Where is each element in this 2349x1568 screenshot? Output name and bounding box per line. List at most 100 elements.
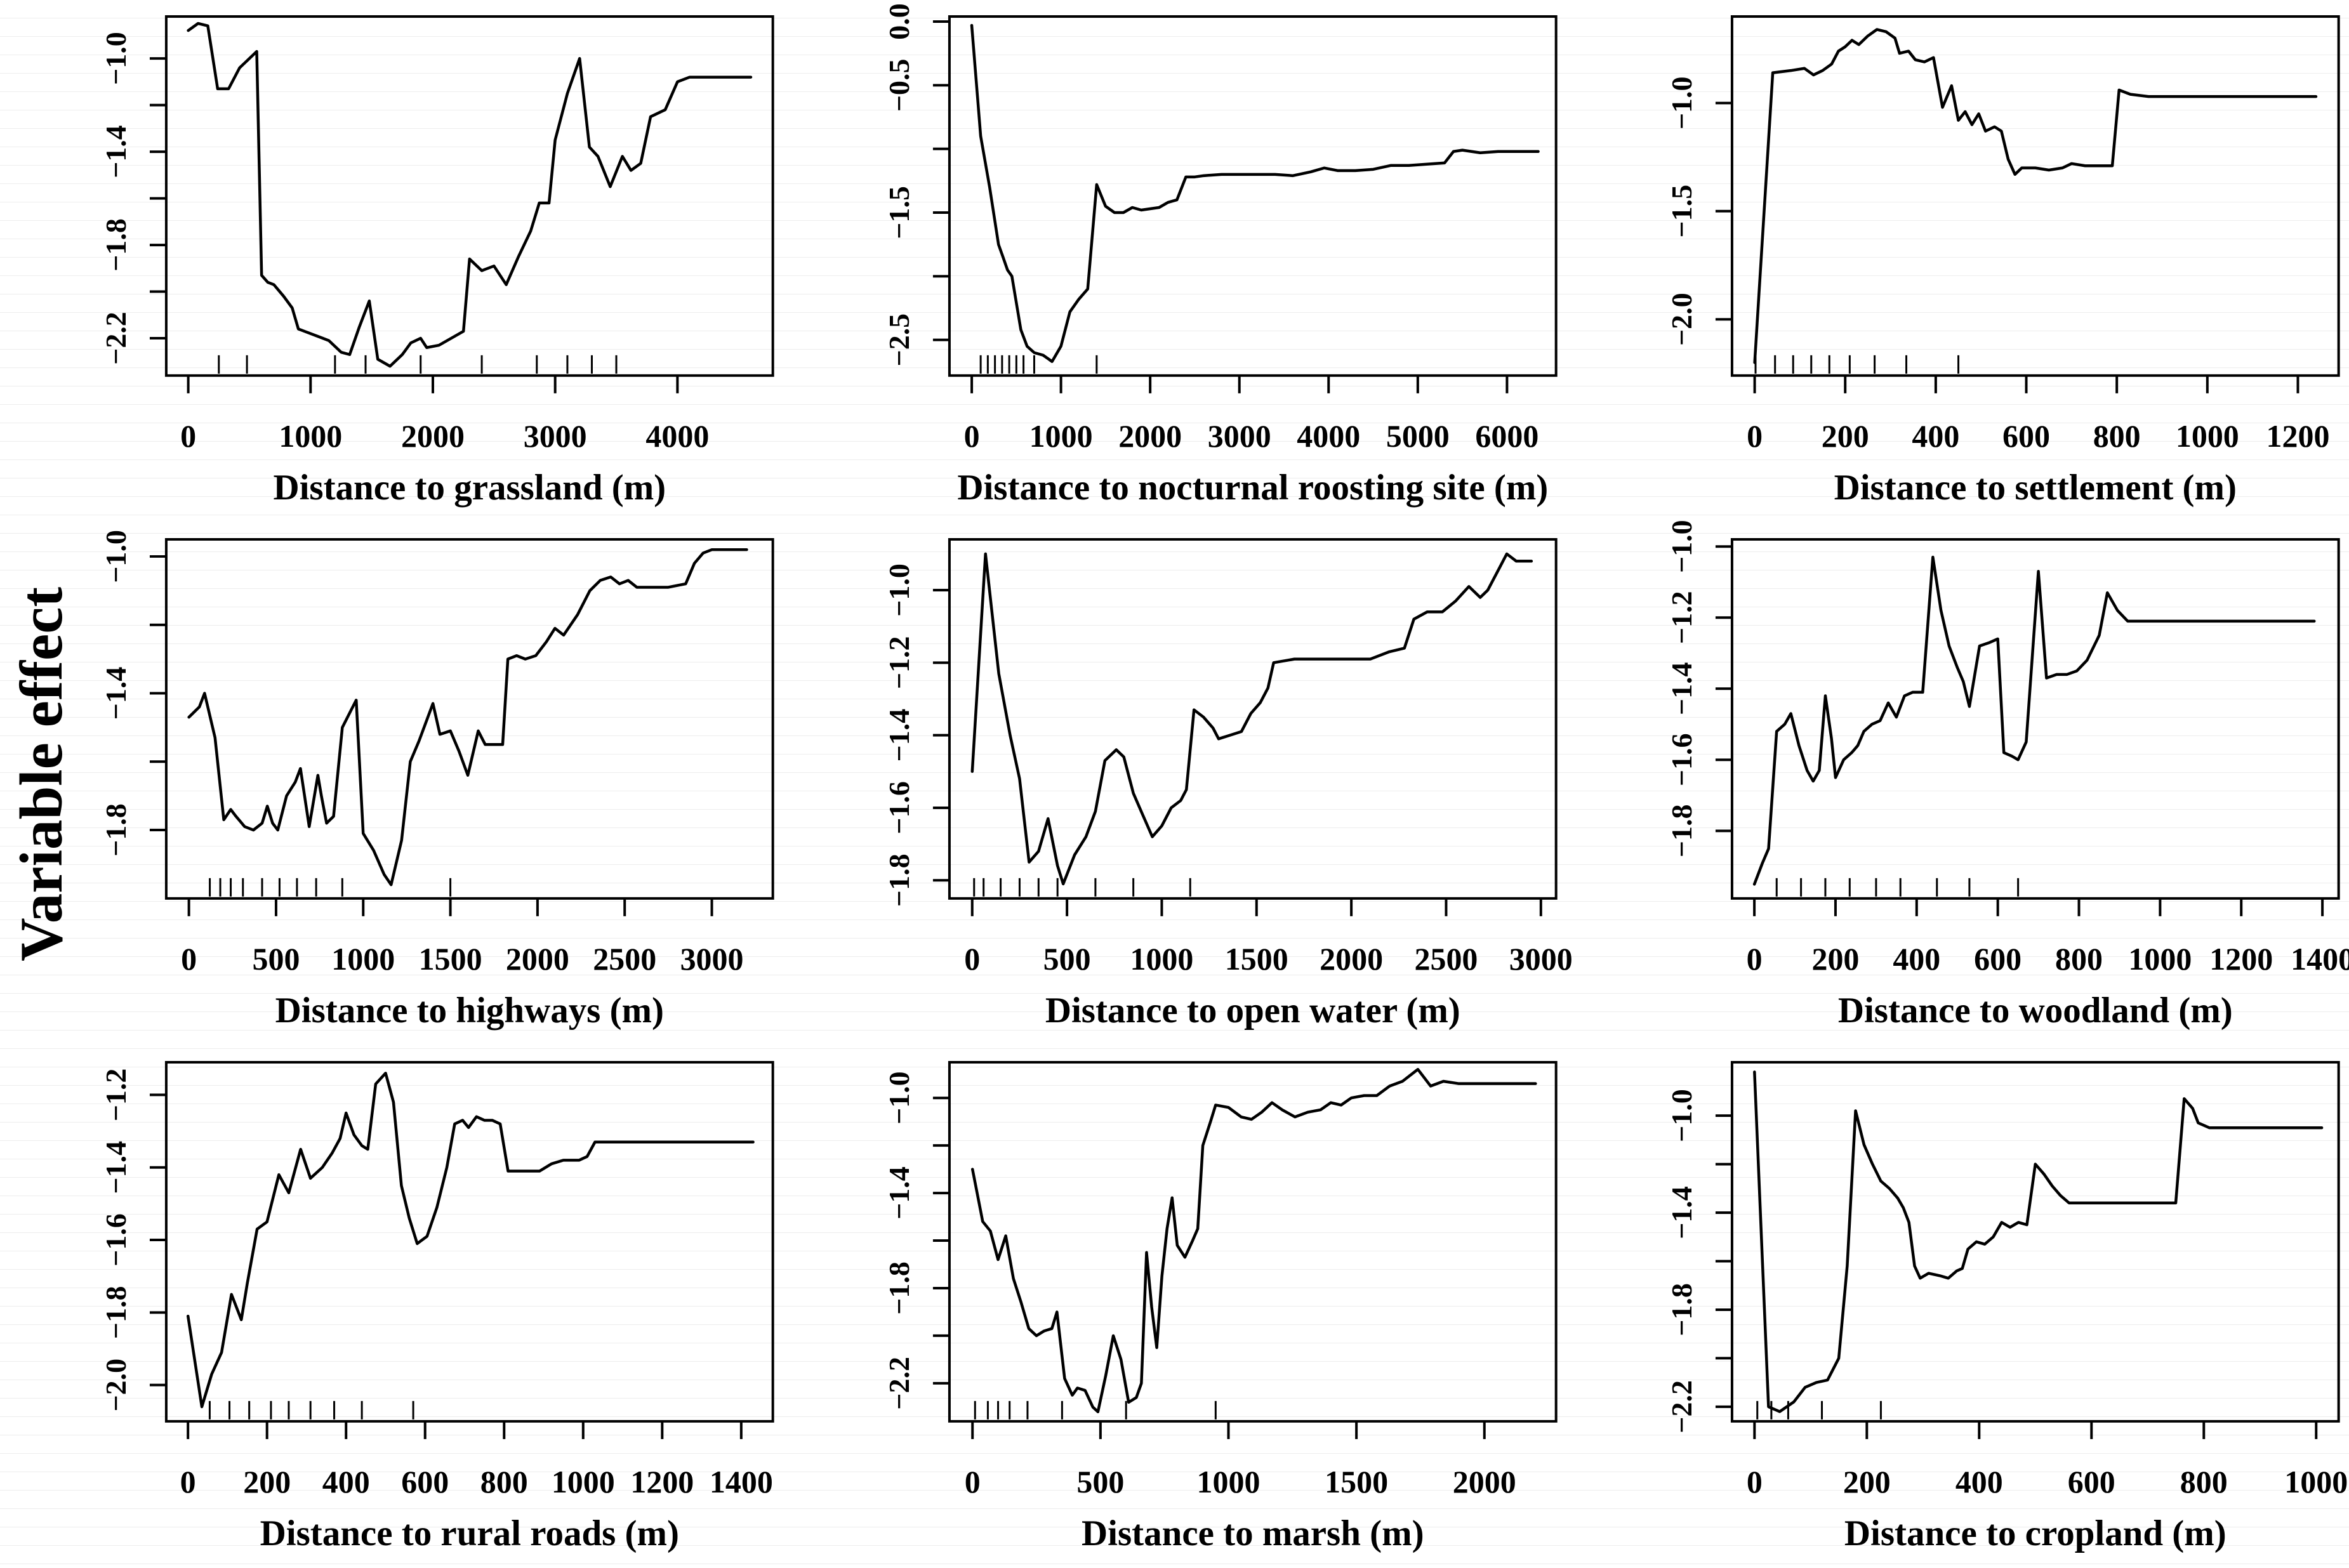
x-tick-label: 1200 — [2266, 418, 2330, 454]
x-tick-label: 3000 — [680, 941, 744, 977]
x-tick-label: 1000 — [279, 418, 342, 454]
effect-curve — [970, 23, 1540, 363]
plot-box — [1731, 15, 2340, 377]
plot-box — [948, 537, 1558, 900]
y-tick-label: −1.8 — [883, 1262, 915, 1315]
x-tick-label: 1000 — [552, 1463, 615, 1499]
y-tick-label: −1.4 — [100, 1140, 132, 1194]
y-tick-label: −1.4 — [100, 666, 132, 720]
x-tick-label: 0 — [1747, 418, 1763, 454]
panel-distance-to-open-water: −1.0 −1.2 −1.4 −1.6 −1.8 0 500 1000 1500 2000 2500… — [783, 523, 1572, 1046]
effect-curve — [187, 548, 748, 886]
y-tick-label: −2.2 — [883, 1357, 915, 1410]
x-axis-title: Distance to nocturnal roosting site (m) — [957, 468, 1548, 508]
y-tick-label: −1.6 — [100, 1213, 132, 1267]
panel-distance-to-grassland: −1.0 −1.4 −1.8 −2.2 0 1000 2000 3000 4000 Distanc… — [0, 0, 783, 523]
x-tick-label: 600 — [2068, 1463, 2115, 1499]
chart-settlement: −1.0 −1.5 −2.0 0 200 400 600 800 1000 1200 Distanc… — [1665, 15, 2340, 508]
x-tick-label: 2500 — [1414, 941, 1478, 977]
x-tick-label: 1000 — [1029, 418, 1092, 454]
x-tick-label: 400 — [1893, 941, 1941, 977]
x-tick-label: 400 — [322, 1463, 370, 1499]
x-tick-label: 4000 — [1297, 418, 1360, 454]
x-tick-label: 6000 — [1475, 418, 1538, 454]
x-tick-label: 1400 — [2291, 941, 2349, 977]
x-tick-label: 1000 — [1130, 941, 1193, 977]
x-tick-label: 1500 — [1224, 941, 1288, 977]
plot-box — [1731, 1060, 2340, 1423]
panel-distance-to-rural-roads: −1.2 −1.4 −1.6 −1.8 −2.0 0 200 400 600 800 1000 120… — [0, 1046, 783, 1568]
x-tick-label: 1000 — [2285, 1463, 2348, 1499]
y-tick-label: −1.0 — [1665, 77, 1698, 130]
chart-marsh: −1.0 −1.4 −1.8 −2.2 0 500 1000 1500 2000 Distance… — [883, 1060, 1558, 1553]
x-tick-label: 800 — [480, 1463, 528, 1499]
effect-curve — [186, 1071, 755, 1408]
y-tick-label: −1.8 — [100, 218, 132, 272]
panel-distance-to-cropland: −1.0 −1.4 −1.8 −2.2 0 200 400 600 800 1000 Distanc… — [1566, 1046, 2349, 1568]
x-tick-label: 400 — [1955, 1463, 2003, 1499]
x-tick-label: 0 — [1747, 1463, 1763, 1499]
x-tick-label: 800 — [2055, 941, 2103, 977]
x-tick-label: 500 — [1043, 941, 1090, 977]
x-tick-label: 600 — [2002, 418, 2050, 454]
x-tick-label: 2500 — [593, 941, 656, 977]
panel-distance-to-marsh: −1.0 −1.4 −1.8 −2.2 0 500 1000 1500 2000 Distance… — [783, 1046, 1566, 1568]
y-tick-label: −1.0 — [100, 530, 132, 583]
y-tick-label: −1.4 — [1665, 1186, 1698, 1239]
panel-distance-to-nocturnal-roosting-site: 0.0 −0.5 −1.5 −2.5 0 1000 2000 3000 4000 5000 6000… — [783, 0, 1566, 523]
x-axis-title: Distance to marsh (m) — [1082, 1513, 1424, 1553]
x-tick-label: 500 — [1076, 1463, 1124, 1499]
plot-box — [1731, 537, 2340, 900]
y-tick-label: −1.0 — [1665, 1089, 1698, 1142]
x-tick-label: 600 — [1975, 941, 2022, 977]
x-axis-title: Distance to open water (m) — [1045, 991, 1460, 1031]
y-tick-label: −2.5 — [883, 313, 915, 367]
x-tick-label: 0 — [181, 941, 197, 977]
x-tick-label: 1000 — [2176, 418, 2239, 454]
x-tick-label: 0 — [180, 418, 196, 454]
y-tick-label: −1.6 — [883, 781, 915, 834]
x-tick-label: 600 — [401, 1463, 449, 1499]
plot-box — [948, 1060, 1558, 1423]
x-axis-title: Distance to settlement (m) — [1834, 468, 2237, 508]
x-tick-label: 1000 — [331, 941, 395, 977]
effect-curve — [187, 22, 753, 368]
effect-curve — [970, 552, 1533, 885]
chart-woodland: −1.0 −1.2 −1.4 −1.6 −1.8 0 200 400 600 800 1000 120… — [1665, 520, 2349, 1030]
y-tick-label: −1.4 — [883, 1166, 915, 1220]
x-tick-label: 200 — [1812, 941, 1860, 977]
x-tick-label: 200 — [1822, 418, 1869, 454]
chart-grassland: −1.0 −1.4 −1.8 −2.2 0 1000 2000 3000 4000 Distanc… — [100, 15, 774, 508]
x-tick-label: 2000 — [506, 941, 569, 977]
x-tick-label: 3000 — [1509, 941, 1572, 977]
x-tick-label: 800 — [2093, 418, 2141, 454]
chart-highways: −1.0 −1.4 −1.8 0 500 1000 1500 2000 2500 3000 Dist… — [100, 530, 774, 1031]
x-tick-label: 3000 — [1207, 418, 1271, 454]
y-tick-label: −1.0 — [1665, 520, 1698, 573]
plot-box — [164, 15, 774, 377]
effect-curve — [970, 1067, 1537, 1413]
y-tick-label: −2.2 — [100, 312, 132, 365]
x-tick-label: 400 — [1912, 418, 1960, 454]
x-tick-label: 200 — [1843, 1463, 1891, 1499]
y-tick-label: 0.0 — [883, 3, 915, 39]
chart-open-water: −1.0 −1.2 −1.4 −1.6 −1.8 0 500 1000 1500 2000 2500… — [883, 537, 1572, 1031]
plot-box — [164, 1060, 774, 1423]
y-tick-label: −1.8 — [1665, 1283, 1698, 1336]
x-tick-label: 0 — [964, 941, 980, 977]
y-tick-label: −1.8 — [1665, 804, 1698, 857]
y-tick-label: −1.4 — [883, 709, 915, 762]
y-tick-label: −1.5 — [883, 186, 915, 239]
y-tick-label: −1.0 — [883, 1071, 915, 1124]
x-tick-label: 3000 — [524, 418, 587, 454]
x-axis-title: Distance to grassland (m) — [273, 468, 666, 508]
effect-curve — [1753, 28, 2318, 364]
panel-distance-to-woodland: −1.0 −1.2 −1.4 −1.6 −1.8 0 200 400 600 800 1000 120… — [1566, 520, 2349, 1046]
panel-distance-to-settlement: −1.0 −1.5 −2.0 0 200 400 600 800 1000 1200 Distanc… — [1566, 0, 2349, 523]
y-tick-label: −1.2 — [100, 1068, 132, 1121]
y-tick-label: −1.2 — [883, 636, 915, 689]
effect-curve — [1753, 555, 2316, 886]
x-tick-label: 1200 — [2210, 941, 2273, 977]
